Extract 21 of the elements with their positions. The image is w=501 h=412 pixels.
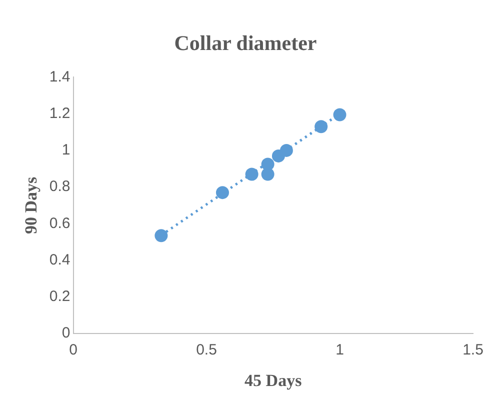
y-tick-label: 0.6 [49, 214, 70, 232]
y-axis-title: 90 Days [22, 176, 41, 234]
x-tick-label: 1.5 [462, 342, 484, 359]
x-axis-title: 45 Days [244, 371, 302, 390]
y-tick-label: 0.2 [49, 288, 70, 306]
y-tick-label: 1.4 [49, 68, 70, 86]
y-tick-label: 0.4 [49, 251, 70, 268]
x-tick-label: 0.5 [196, 342, 217, 359]
chart-title: Collar diameter [174, 31, 317, 56]
point [216, 186, 229, 200]
point [333, 108, 346, 122]
y-tick-label: 1 [62, 142, 70, 159]
point [314, 120, 328, 134]
point [280, 144, 293, 157]
y-tick-label: 0.8 [49, 178, 70, 196]
point [154, 229, 168, 242]
y-tick-label: 0 [62, 324, 70, 342]
y-tick-label: 1.2 [49, 104, 70, 122]
point [261, 158, 274, 171]
x-tick-label: 1 [336, 342, 344, 359]
point [245, 168, 258, 181]
